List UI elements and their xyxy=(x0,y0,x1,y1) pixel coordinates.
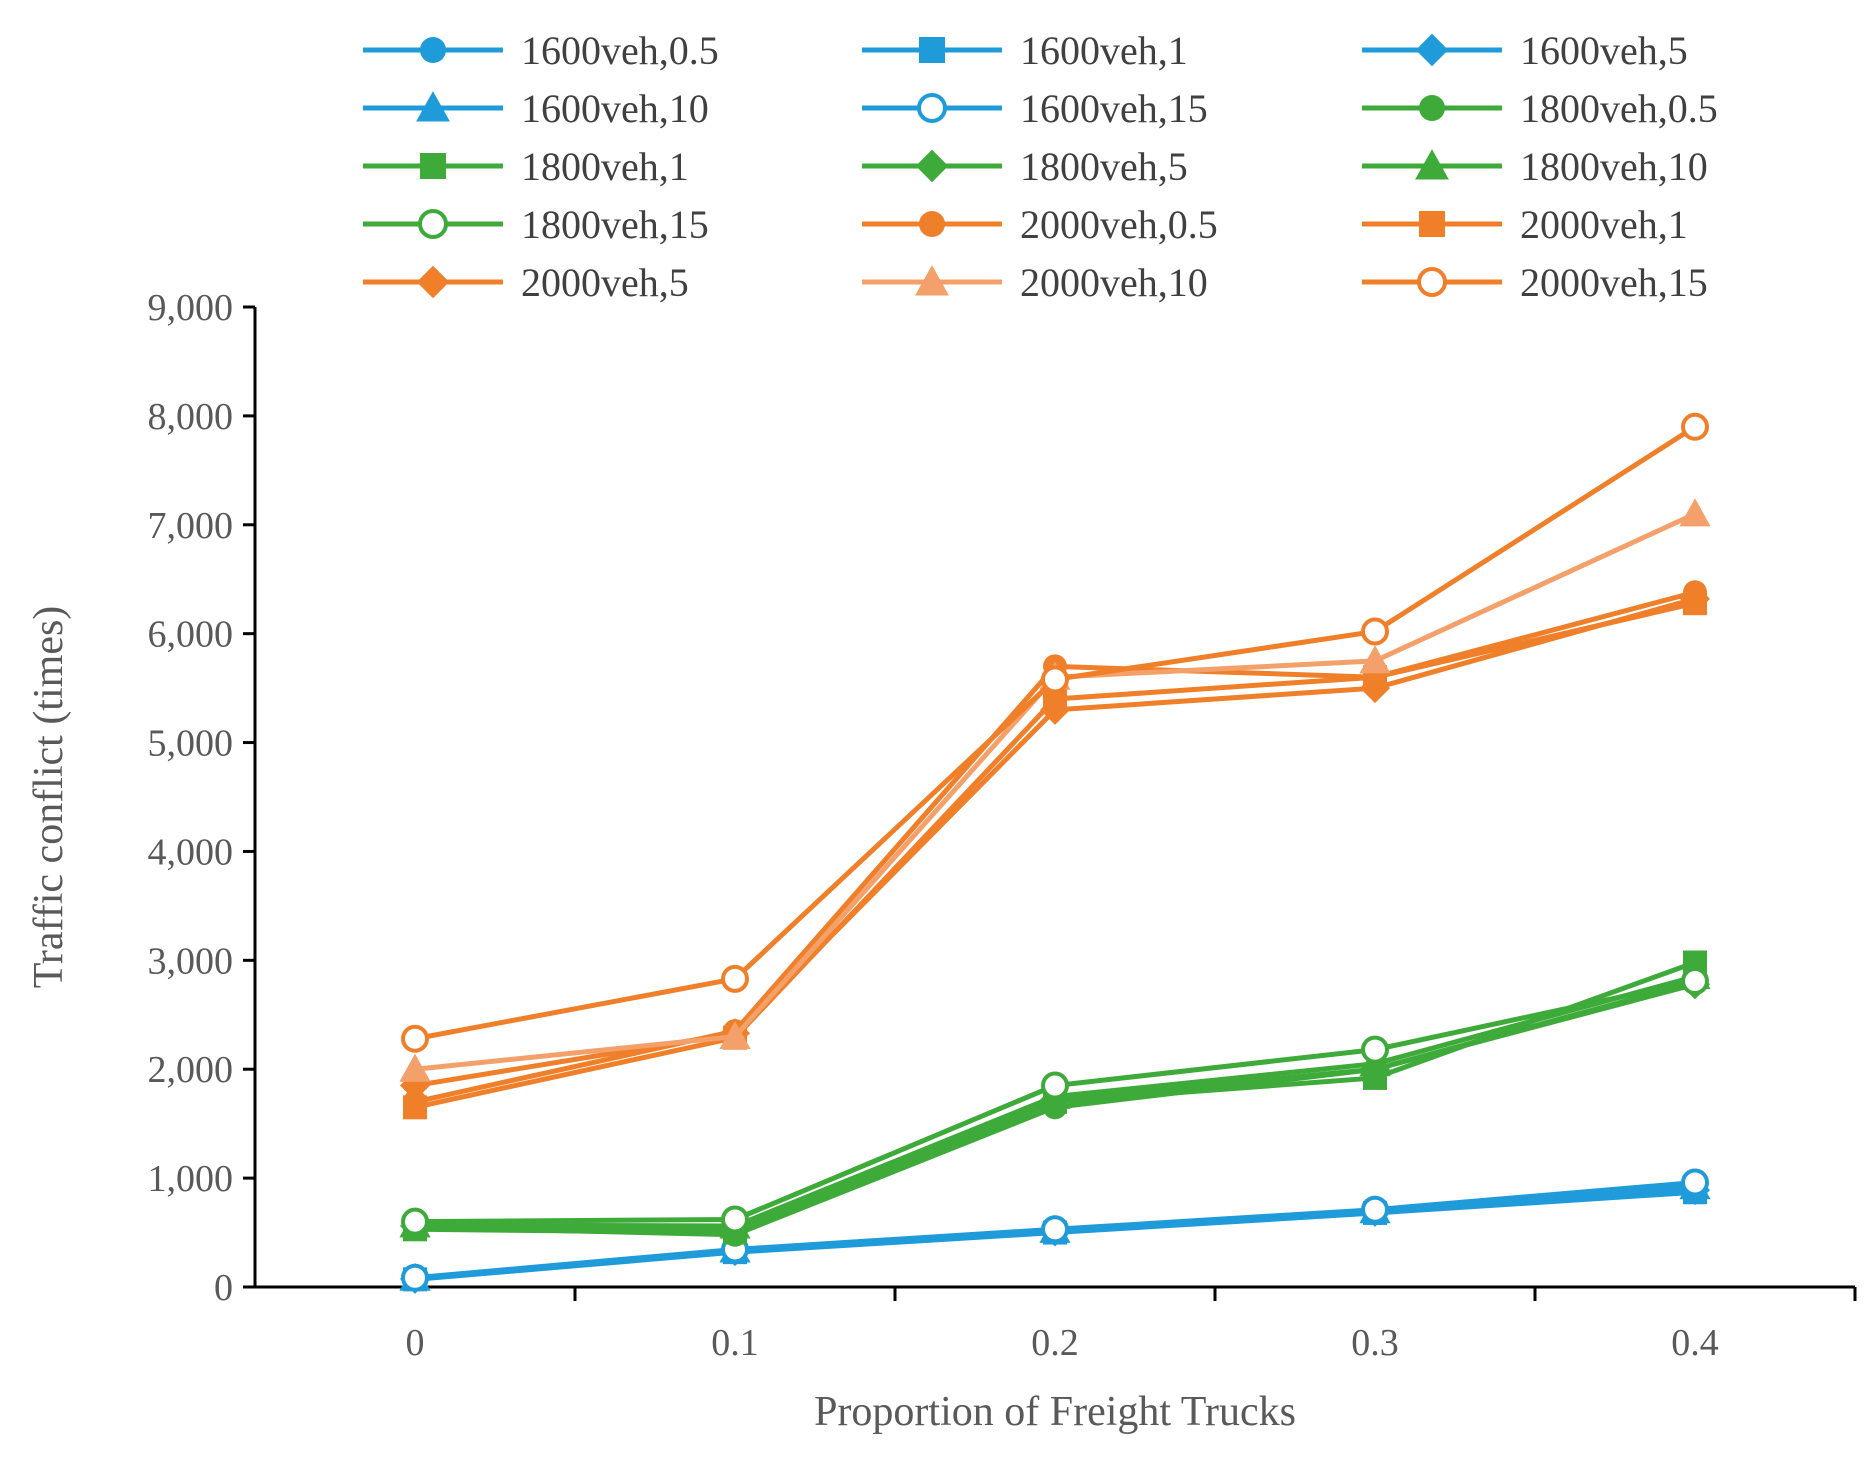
x-axis-title: Proportion of Freight Trucks xyxy=(814,1389,1296,1435)
legend-marker xyxy=(416,91,450,122)
series-line xyxy=(414,511,1697,1072)
legend-marker xyxy=(919,211,945,237)
data-point xyxy=(1681,967,1709,996)
legend-item: 1800veh,5 xyxy=(862,144,1188,189)
data-point xyxy=(719,1020,751,1050)
legend-marker xyxy=(1415,33,1449,67)
y-tick-label: 2,000 xyxy=(148,1049,234,1091)
data-point xyxy=(401,1024,429,1053)
legend-label: 1600veh,1 xyxy=(1020,28,1188,73)
y-tick-label: 0 xyxy=(214,1267,233,1309)
legend-marker xyxy=(1419,211,1445,237)
data-point xyxy=(1681,412,1709,441)
data-point xyxy=(1041,1215,1069,1244)
legend-item: 1600veh,5 xyxy=(1362,28,1688,73)
data-point xyxy=(1359,645,1391,674)
legend-marker xyxy=(915,265,949,296)
legend-item: 1600veh,0.5 xyxy=(363,28,719,73)
data-point xyxy=(1681,1168,1709,1197)
legend-label: 2000veh,15 xyxy=(1520,260,1708,305)
data-point xyxy=(1361,1195,1389,1224)
legend: 1600veh,0.5 1600veh,1 1600veh,5 1600veh,10 1… xyxy=(363,28,1718,305)
y-tick-label: 7,000 xyxy=(148,505,234,547)
data-point xyxy=(1041,665,1069,694)
y-tick-label: 4,000 xyxy=(148,831,234,873)
y-tick-label: 1,000 xyxy=(148,1158,234,1200)
legend-item: 2000veh,10 xyxy=(862,260,1208,305)
data-point xyxy=(401,1207,429,1236)
data-point xyxy=(401,1263,429,1292)
legend-item: 2000veh,15 xyxy=(1362,260,1708,305)
data-point xyxy=(721,964,749,993)
legend-item: 1600veh,1 xyxy=(862,28,1188,73)
legend-label: 1600veh,15 xyxy=(1020,86,1208,131)
data-point xyxy=(1360,673,1390,704)
legend-item: 1600veh,10 xyxy=(363,86,709,131)
series-1800veh,15 xyxy=(401,967,1709,1236)
data-point xyxy=(399,1053,431,1082)
data-point xyxy=(1040,694,1070,725)
legend-item: 2000veh,5 xyxy=(363,260,689,305)
legend-marker xyxy=(917,93,947,123)
legend-label: 1800veh,5 xyxy=(1020,144,1188,189)
series-2000veh,10 xyxy=(399,498,1711,1082)
series-group xyxy=(399,412,1711,1294)
legend-label: 1800veh,0.5 xyxy=(1520,86,1718,131)
data-point xyxy=(1041,1071,1069,1100)
y-tick-label: 6,000 xyxy=(148,614,234,656)
y-tick-label: 8,000 xyxy=(148,396,234,438)
series-line xyxy=(414,424,1697,1042)
legend-marker xyxy=(418,209,448,239)
x-tick-label: 0 xyxy=(406,1322,425,1364)
legend-label: 2000veh,0.5 xyxy=(1020,202,1218,247)
series-1600veh,15 xyxy=(401,1168,1709,1292)
legend-item: 1800veh,0.5 xyxy=(1362,86,1718,131)
legend-label: 1600veh,0.5 xyxy=(521,28,719,73)
x-axis-ticks: 0 0.1 0.2 0.3 0.4 xyxy=(406,1287,1857,1364)
legend-label: 2000veh,1 xyxy=(1520,202,1688,247)
series-2000veh,15 xyxy=(401,412,1709,1053)
legend-item: 2000veh,0.5 xyxy=(862,202,1218,247)
data-point xyxy=(1680,583,1710,614)
legend-label: 2000veh,5 xyxy=(521,260,689,305)
y-tick-label: 5,000 xyxy=(148,723,234,765)
legend-marker xyxy=(416,265,450,299)
legend-marker xyxy=(919,37,945,63)
data-point xyxy=(1361,617,1389,646)
plot-area: 0 1,000 2,000 3,000 4,000 5,000 6,000 7,000 8,00… xyxy=(148,287,1857,1364)
x-tick-label: 0.3 xyxy=(1351,1322,1399,1364)
y-axis-ticks: 0 1,000 2,000 3,000 4,000 5,000 6,000 7,000 8,00… xyxy=(148,287,255,1309)
legend-marker xyxy=(1419,95,1445,121)
x-tick-label: 0.4 xyxy=(1671,1322,1719,1364)
data-point xyxy=(1679,498,1711,527)
y-tick-label: 9,000 xyxy=(148,287,234,329)
legend-marker xyxy=(420,153,446,179)
x-tick-label: 0.1 xyxy=(711,1322,759,1364)
legend-label: 1800veh,1 xyxy=(521,144,689,189)
legend-item: 1800veh,15 xyxy=(363,202,709,247)
legend-marker xyxy=(420,37,446,63)
legend-item: 1800veh,10 xyxy=(1362,144,1708,189)
legend-item: 1600veh,15 xyxy=(862,86,1208,131)
y-tick-label: 3,000 xyxy=(148,940,234,982)
legend-label: 1800veh,10 xyxy=(1520,144,1708,189)
legend-marker xyxy=(915,149,949,183)
legend-label: 1600veh,5 xyxy=(1520,28,1688,73)
legend-marker xyxy=(1415,149,1449,180)
y-axis-title: Traffic conflict (times) xyxy=(26,606,72,989)
data-point xyxy=(1361,1035,1389,1064)
legend-item: 2000veh,1 xyxy=(1362,202,1688,247)
legend-item: 1800veh,1 xyxy=(363,144,689,189)
legend-marker xyxy=(1417,267,1447,297)
legend-label: 1800veh,15 xyxy=(521,202,709,247)
x-tick-label: 0.2 xyxy=(1031,1322,1079,1364)
legend-label: 1600veh,10 xyxy=(521,86,709,131)
data-point xyxy=(721,1205,749,1234)
legend-label: 2000veh,10 xyxy=(1020,260,1208,305)
